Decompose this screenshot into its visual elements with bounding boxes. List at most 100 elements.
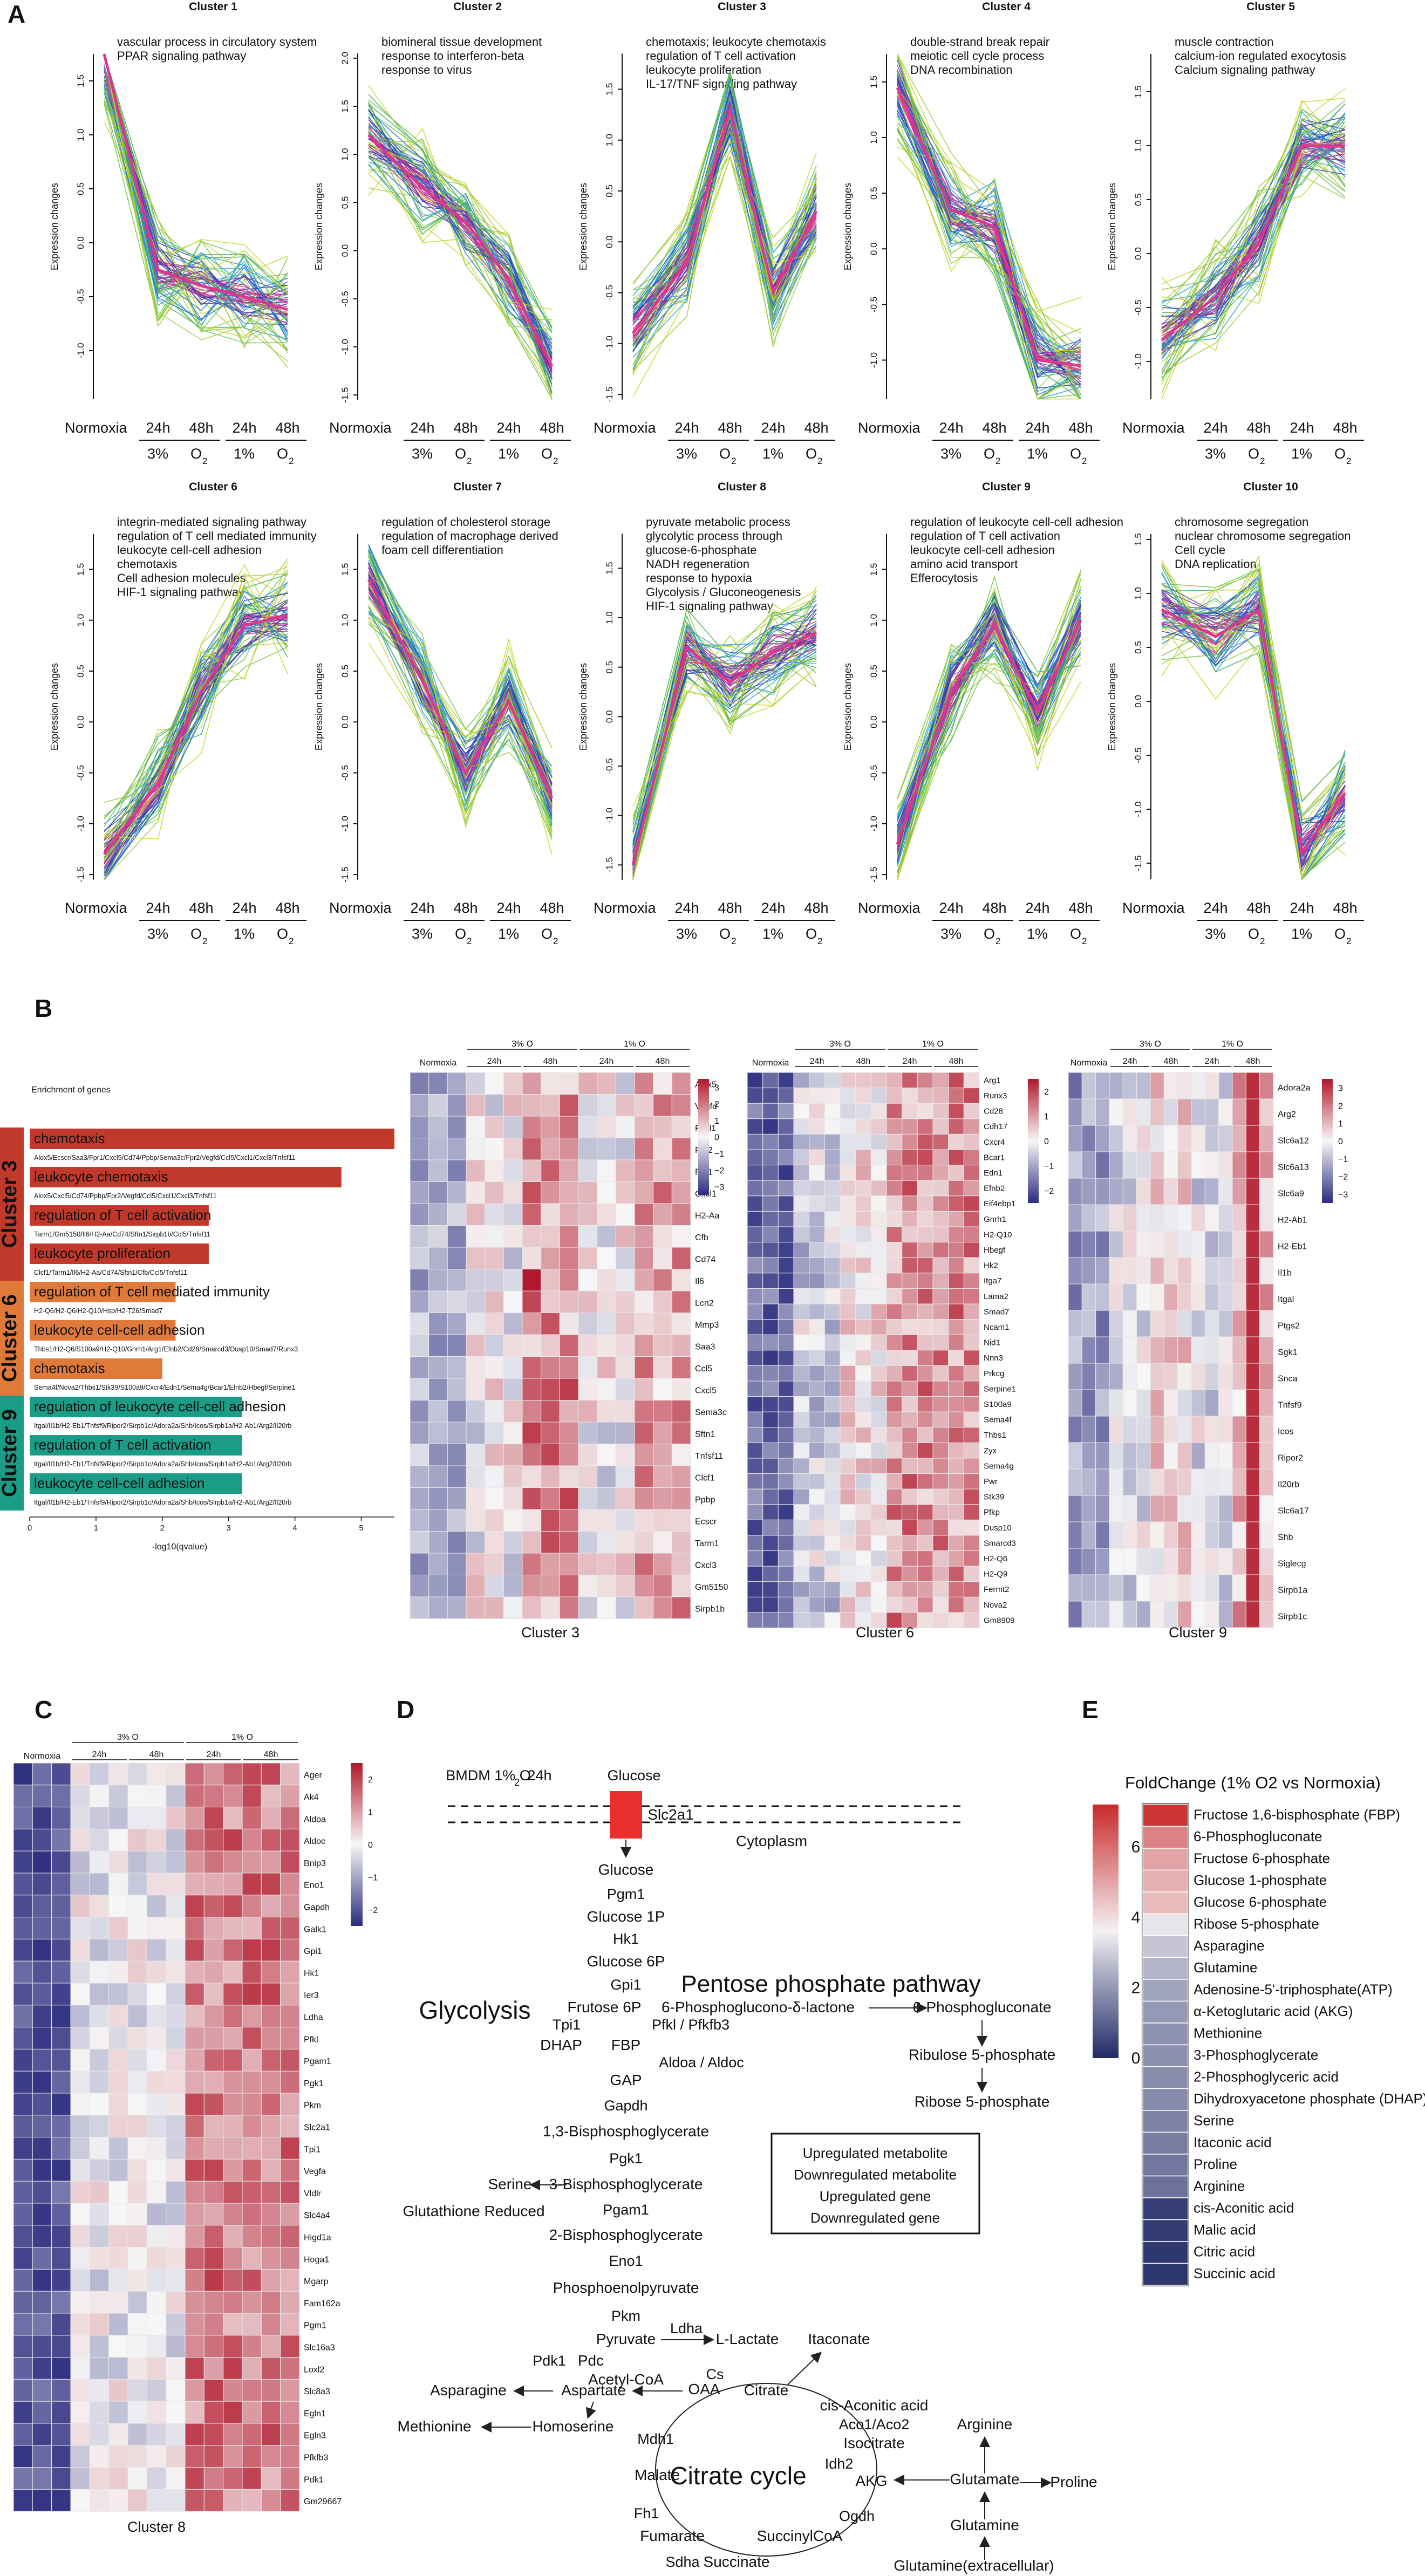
- expression-line: [104, 582, 288, 880]
- heatmap-cell: [615, 1465, 635, 1488]
- expression-line: [897, 78, 1081, 360]
- x-label-48h: 48h: [453, 900, 478, 916]
- heatmap-cell: [51, 2247, 71, 2270]
- heatmap-cell: [963, 1103, 980, 1119]
- y-tick-label: 0.5: [76, 665, 86, 678]
- heatmap-cell: [522, 1247, 542, 1269]
- enrichment-title: Enrichment of genes: [31, 1085, 111, 1095]
- heatmap-cell: [1163, 1151, 1178, 1179]
- heatmap-cell: [261, 2445, 281, 2468]
- heatmap-cell: [778, 1211, 794, 1227]
- x-label-1pct: 1%: [498, 446, 519, 462]
- heatmap-cell: [447, 1313, 467, 1335]
- heatmap-cell: [242, 2115, 262, 2138]
- heatmap-cell: [578, 1247, 598, 1269]
- x-label-normoxia: Normoxia: [329, 420, 392, 436]
- heatmap-cell: [948, 1149, 964, 1166]
- expression-line: [104, 585, 288, 860]
- heatmap-cell: [485, 1116, 504, 1138]
- heatmap-gene-label: Cxcl3: [695, 1561, 717, 1570]
- heatmap-cell: [1068, 1283, 1082, 1311]
- heatmap-cell: [261, 2115, 281, 2138]
- expression-line: [632, 639, 817, 872]
- heatmap-cell: [70, 1983, 90, 2006]
- heatmap-cell: [932, 1612, 949, 1629]
- heatmap-cell: [948, 1133, 964, 1150]
- heatmap-cell: [70, 2268, 90, 2292]
- expression-line: [1161, 607, 1346, 857]
- heatmap-cell: [840, 1350, 856, 1366]
- heatmap-cell: [809, 1381, 825, 1397]
- heatmap-gene-label: Tarm1: [695, 1539, 719, 1548]
- cluster-term: Cell cycle: [1175, 543, 1225, 557]
- expression-line: [897, 613, 1081, 878]
- heatmap-cell: [410, 1116, 429, 1138]
- heatmap-cell: [917, 1165, 933, 1181]
- heatmap-cell: [223, 2291, 243, 2314]
- x-label-48h: 48h: [1246, 420, 1271, 436]
- heatmap-cell: [1232, 1072, 1246, 1099]
- heatmap-cell: [261, 2291, 281, 2314]
- heatmap-cell: [1109, 1125, 1123, 1152]
- heatmap-cell: [1068, 1125, 1082, 1152]
- heatmap-cell: [1177, 1574, 1192, 1602]
- heatmap-cell: [578, 1553, 598, 1575]
- heatmap-cell: [634, 1378, 654, 1400]
- y-tick-label: 1.0: [340, 148, 350, 161]
- heatmap-cell: [13, 2093, 33, 2116]
- heatmap-cell: [793, 1303, 810, 1320]
- heatmap-cell: [762, 1427, 779, 1443]
- heatmap-cell: [89, 2379, 110, 2402]
- heatmap-cell: [89, 1828, 110, 1851]
- heatmap-cell: [1259, 1416, 1274, 1443]
- heatmap-cell: [1191, 1178, 1205, 1205]
- expression-line: [897, 65, 1081, 374]
- heatmap-cell: [870, 1103, 887, 1119]
- expression-line: [368, 552, 553, 856]
- heatmap-cell: [1218, 1468, 1233, 1496]
- heatmap-cell: [261, 1762, 281, 1786]
- heatmap-cell: [747, 1442, 763, 1459]
- heatmap-cell: [1177, 1468, 1192, 1496]
- heatmap-cell: [1109, 1416, 1123, 1443]
- heatmap-cell: [1245, 1283, 1260, 1311]
- y-tick-label: -1.5: [604, 386, 615, 402]
- heatmap-cell: [578, 1378, 598, 1400]
- heatmap-cell: [89, 1938, 110, 1962]
- heatmap-cell: [242, 1960, 262, 1984]
- heatmap-cell: [1259, 1283, 1274, 1311]
- heatmap-cell: [32, 1785, 52, 1808]
- heatmap-cell: [778, 1458, 794, 1474]
- heatmap-cell: [185, 2027, 204, 2049]
- heatmap-gene-label: Cxcr4: [984, 1138, 1005, 1147]
- heatmap-cell: [522, 1334, 542, 1357]
- colorbar-tick-label: 1: [714, 1117, 719, 1126]
- heatmap-cell: [166, 2158, 186, 2182]
- heatmap-cell: [855, 1072, 871, 1089]
- heatmap-cell: [261, 2467, 281, 2490]
- heatmap-cell: [597, 1444, 616, 1466]
- heatmap-cell: [541, 1487, 560, 1510]
- heatmap-cell: [902, 1442, 918, 1459]
- heatmap-cell: [428, 1487, 448, 1510]
- hm-header-label: 48h: [149, 1750, 164, 1759]
- heatmap-gene-label: Hoga1: [304, 2255, 329, 2264]
- heatmap-cell: [948, 1072, 964, 1089]
- heatmap-cell: [747, 1596, 763, 1613]
- enzyme: Pfkl / Pfkfb3: [652, 2017, 729, 2033]
- heatmap-cell: [166, 1873, 186, 1896]
- hm-header-normoxia: Normoxia: [752, 1058, 789, 1068]
- heatmap-cell: [855, 1288, 871, 1304]
- cluster-title: Cluster 7: [453, 481, 502, 493]
- expression-line: [368, 611, 553, 776]
- heatmap-cell: [51, 2379, 71, 2402]
- heatmap-cell: [762, 1535, 779, 1552]
- heatmap-cell: [963, 1488, 980, 1505]
- heatmap-cell: [809, 1519, 825, 1536]
- enrichment-bar: [30, 1205, 209, 1226]
- pathway-node: 3-Bisphosphoglycerate: [549, 2176, 703, 2192]
- heatmap-cell: [223, 2489, 243, 2512]
- heatmap-cell: [597, 1116, 616, 1138]
- heatmap-cell: [840, 1473, 856, 1489]
- pathway-node: Glutamine: [950, 2517, 1019, 2533]
